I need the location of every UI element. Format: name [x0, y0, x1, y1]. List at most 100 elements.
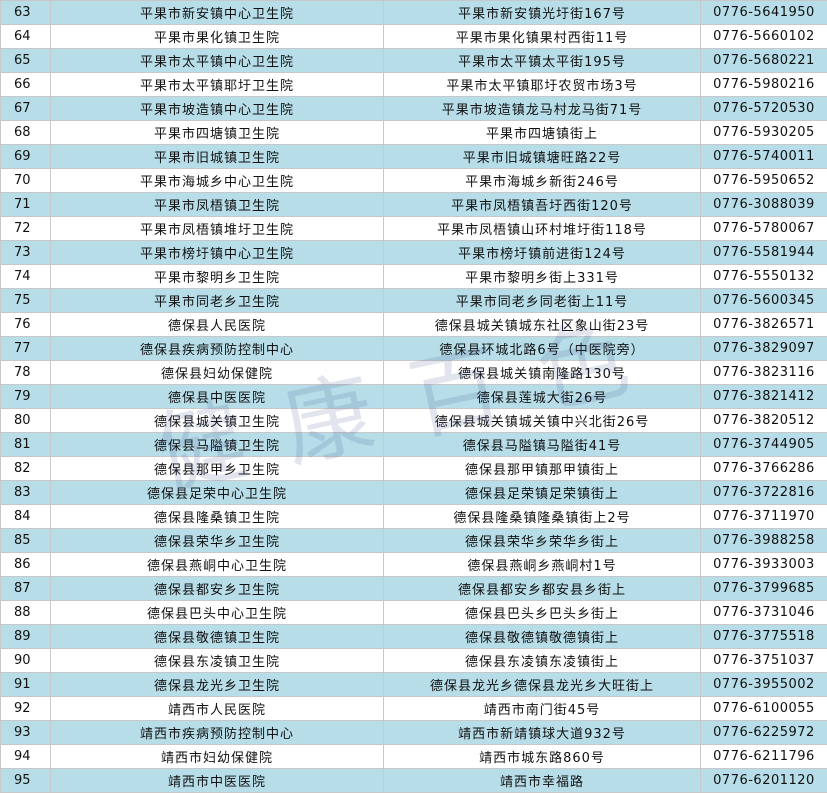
address: 平果市黎明乡街上331号 — [383, 264, 701, 289]
table-row: 63 平果市新安镇中心卫生院 平果市新安镇光圩街167号 0776-5641950 — [0, 0, 827, 25]
institution-name: 德保县敬德镇卫生院 — [50, 624, 384, 649]
phone: 0776-6201120 — [700, 768, 827, 793]
institution-name: 德保县中医医院 — [50, 384, 384, 409]
institution-name: 平果市果化镇卫生院 — [50, 24, 384, 49]
row-number: 88 — [0, 600, 51, 625]
phone: 0776-6225972 — [700, 720, 827, 745]
phone: 0776-5740011 — [700, 144, 827, 169]
institution-name: 德保县人民医院 — [50, 312, 384, 337]
table-row: 87 德保县都安乡卫生院 德保县都安乡都安县乡街上 0776-3799685 — [0, 576, 827, 601]
table-row: 84 德保县隆桑镇卫生院 德保县隆桑镇隆桑镇街上2号 0776-3711970 — [0, 504, 827, 529]
address: 德保县燕峒乡燕峒村1号 — [383, 552, 701, 577]
address: 靖西市新靖镇球大道932号 — [383, 720, 701, 745]
address: 平果市果化镇果村西街11号 — [383, 24, 701, 49]
row-number: 79 — [0, 384, 51, 409]
address: 平果市凤梧镇吾圩西街120号 — [383, 192, 701, 217]
phone: 0776-3955002 — [700, 672, 827, 697]
address: 平果市凤梧镇山环村堆圩街118号 — [383, 216, 701, 241]
institution-name: 平果市坡造镇中心卫生院 — [50, 96, 384, 121]
address: 德保县隆桑镇隆桑镇街上2号 — [383, 504, 701, 529]
institution-name: 德保县燕峒中心卫生院 — [50, 552, 384, 577]
phone: 0776-5980216 — [700, 72, 827, 97]
row-number: 83 — [0, 480, 51, 505]
row-number: 67 — [0, 96, 51, 121]
phone: 0776-5550132 — [700, 264, 827, 289]
row-number: 93 — [0, 720, 51, 745]
row-number: 91 — [0, 672, 51, 697]
row-number: 64 — [0, 24, 51, 49]
row-number: 92 — [0, 696, 51, 721]
table-row: 64 平果市果化镇卫生院 平果市果化镇果村西街11号 0776-5660102 — [0, 24, 827, 49]
phone: 0776-3751037 — [700, 648, 827, 673]
phone: 0776-3799685 — [700, 576, 827, 601]
institution-name: 平果市榜圩镇中心卫生院 — [50, 240, 384, 265]
address: 德保县足荣镇足荣镇街上 — [383, 480, 701, 505]
phone: 0776-3711970 — [700, 504, 827, 529]
row-number: 65 — [0, 48, 51, 73]
address: 平果市海城乡新街246号 — [383, 168, 701, 193]
address: 靖西市幸福路 — [383, 768, 701, 793]
table-row: 77 德保县疾病预防控制中心 德保县环城北路6号（中医院旁） 0776-3829097 — [0, 336, 827, 361]
phone: 0776-5780067 — [700, 216, 827, 241]
phone: 0776-3826571 — [700, 312, 827, 337]
phone: 0776-3722816 — [700, 480, 827, 505]
table-row: 95 靖西市中医医院 靖西市幸福路 0776-6201120 — [0, 768, 827, 793]
institution-name: 靖西市人民医院 — [50, 696, 384, 721]
table-row: 72 平果市凤梧镇堆圩卫生院 平果市凤梧镇山环村堆圩街118号 0776-578006… — [0, 216, 827, 241]
phone: 0776-3829097 — [700, 336, 827, 361]
row-number: 75 — [0, 288, 51, 313]
address: 德保县马隘镇马隘街41号 — [383, 432, 701, 457]
address: 德保县巴头乡巴头乡街上 — [383, 600, 701, 625]
row-number: 72 — [0, 216, 51, 241]
phone: 0776-3821412 — [700, 384, 827, 409]
phone: 0776-3088039 — [700, 192, 827, 217]
address: 平果市四塘镇街上 — [383, 120, 701, 145]
table-row: 73 平果市榜圩镇中心卫生院 平果市榜圩镇前进街124号 0776-5581944 — [0, 240, 827, 265]
institution-name: 德保县城关镇卫生院 — [50, 408, 384, 433]
phone: 0776-5641950 — [700, 0, 827, 25]
address: 平果市太平镇太平街195号 — [383, 48, 701, 73]
table-row: 79 德保县中医医院 德保县莲城大街26号 0776-3821412 — [0, 384, 827, 409]
address: 德保县城关镇城东社区象山街23号 — [383, 312, 701, 337]
address: 德保县龙光乡德保县龙光乡大旺街上 — [383, 672, 701, 697]
address: 德保县环城北路6号（中医院旁） — [383, 336, 701, 361]
row-number: 74 — [0, 264, 51, 289]
row-number: 71 — [0, 192, 51, 217]
phone: 0776-5930205 — [700, 120, 827, 145]
institution-name: 德保县马隘镇卫生院 — [50, 432, 384, 457]
phone: 0776-5660102 — [700, 24, 827, 49]
institution-name: 靖西市妇幼保健院 — [50, 744, 384, 769]
table-row: 86 德保县燕峒中心卫生院 德保县燕峒乡燕峒村1号 0776-3933003 — [0, 552, 827, 577]
row-number: 86 — [0, 552, 51, 577]
address: 德保县那甲镇那甲镇街上 — [383, 456, 701, 481]
institution-name: 靖西市疾病预防控制中心 — [50, 720, 384, 745]
row-number: 89 — [0, 624, 51, 649]
row-number: 94 — [0, 744, 51, 769]
institution-name: 德保县荣华乡卫生院 — [50, 528, 384, 553]
table-row: 67 平果市坡造镇中心卫生院 平果市坡造镇龙马村龙马街71号 0776-5720530 — [0, 96, 827, 121]
address: 平果市坡造镇龙马村龙马街71号 — [383, 96, 701, 121]
row-number: 77 — [0, 336, 51, 361]
phone: 0776-3988258 — [700, 528, 827, 553]
row-number: 78 — [0, 360, 51, 385]
table-row: 74 平果市黎明乡卫生院 平果市黎明乡街上331号 0776-5550132 — [0, 264, 827, 289]
institution-name: 平果市旧城镇卫生院 — [50, 144, 384, 169]
table-row: 85 德保县荣华乡卫生院 德保县荣华乡荣华乡街上 0776-3988258 — [0, 528, 827, 553]
phone: 0776-3820512 — [700, 408, 827, 433]
institution-name: 平果市同老乡卫生院 — [50, 288, 384, 313]
address: 平果市新安镇光圩街167号 — [383, 0, 701, 25]
phone: 0776-6100055 — [700, 696, 827, 721]
address: 靖西市城东路860号 — [383, 744, 701, 769]
table-row: 93 靖西市疾病预防控制中心 靖西市新靖镇球大道932号 0776-6225972 — [0, 720, 827, 745]
phone: 0776-3933003 — [700, 552, 827, 577]
institution-name: 德保县那甲乡卫生院 — [50, 456, 384, 481]
institution-name: 德保县巴头中心卫生院 — [50, 600, 384, 625]
row-number: 76 — [0, 312, 51, 337]
table-row: 68 平果市四塘镇卫生院 平果市四塘镇街上 0776-5930205 — [0, 120, 827, 145]
institution-name: 德保县妇幼保健院 — [50, 360, 384, 385]
institution-name: 德保县都安乡卫生院 — [50, 576, 384, 601]
row-number: 95 — [0, 768, 51, 793]
institution-name: 靖西市中医医院 — [50, 768, 384, 793]
